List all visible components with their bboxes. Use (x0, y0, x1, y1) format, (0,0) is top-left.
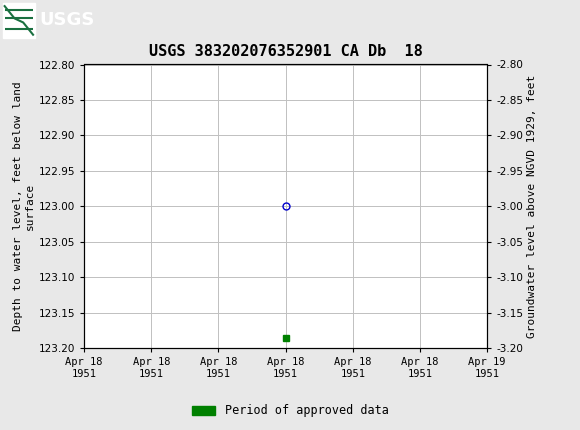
Bar (3, 3, 35, 37)
Text: USGS: USGS (39, 12, 95, 29)
Y-axis label: Groundwater level above NGVD 1929, feet: Groundwater level above NGVD 1929, feet (527, 75, 538, 338)
Legend: Period of approved data: Period of approved data (187, 399, 393, 422)
Title: USGS 383202076352901 CA Db  18: USGS 383202076352901 CA Db 18 (149, 44, 422, 59)
Y-axis label: Depth to water level, feet below land
surface: Depth to water level, feet below land su… (13, 82, 34, 331)
